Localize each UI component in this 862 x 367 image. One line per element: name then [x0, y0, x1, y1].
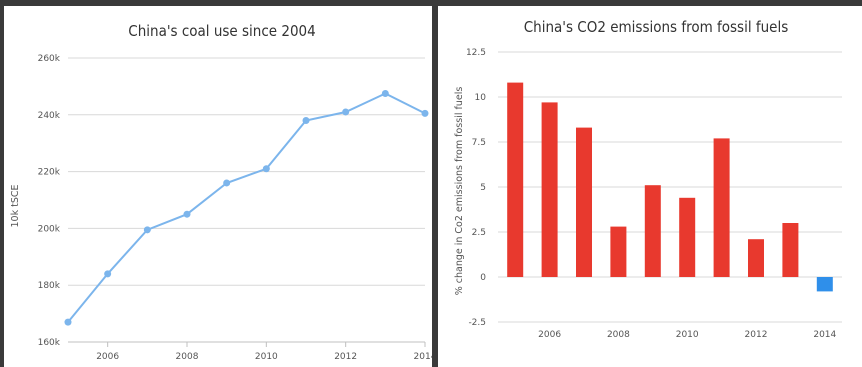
- x-tick-label: 2006: [538, 330, 561, 340]
- co2-emissions-chart: China's CO2 emissions from fossil fuels …: [454, 18, 842, 340]
- x-tick-label: 2012: [334, 352, 357, 362]
- y-axis-label: % change in Co2 emissions from fossil fu…: [454, 87, 465, 296]
- data-point[interactable]: [143, 226, 151, 234]
- y-tick-label: 10: [475, 93, 487, 103]
- chart-title: China's CO2 emissions from fossil fuels: [524, 18, 789, 36]
- bar[interactable]: [816, 277, 833, 292]
- y-tick-label: 260k: [38, 54, 61, 64]
- data-point[interactable]: [262, 165, 270, 173]
- x-tick-label: 2006: [96, 352, 119, 362]
- bar[interactable]: [782, 223, 799, 277]
- bar[interactable]: [679, 197, 696, 277]
- co2-emissions-chart-panel: China's CO2 emissions from fossil fuels …: [438, 6, 862, 367]
- x-tick-label: 2008: [607, 330, 630, 340]
- data-point[interactable]: [64, 318, 72, 326]
- bar[interactable]: [713, 138, 730, 277]
- data-point[interactable]: [223, 179, 231, 187]
- y-tick-label: 200k: [38, 224, 61, 234]
- y-tick-label: 160k: [38, 338, 61, 348]
- data-point[interactable]: [342, 108, 350, 116]
- y-tick-label: 180k: [38, 281, 61, 291]
- y-tick-label: 220k: [38, 168, 61, 178]
- x-tick-label: 2014: [414, 352, 432, 362]
- y-tick-label: 0: [480, 273, 486, 283]
- x-tick-label: 2010: [676, 330, 699, 340]
- coal-use-chart-panel: China's coal use since 2004 10k tSCE 160…: [4, 6, 432, 367]
- bar[interactable]: [507, 82, 524, 277]
- bar[interactable]: [576, 127, 592, 277]
- y-tick-label: 5: [480, 183, 486, 193]
- data-point[interactable]: [302, 116, 310, 124]
- y-tick-label: -2.5: [468, 318, 486, 328]
- x-tick-label: 2010: [255, 352, 278, 362]
- y-axis-label: 10k tSCE: [10, 184, 21, 227]
- bar[interactable]: [610, 226, 627, 277]
- data-point[interactable]: [421, 109, 429, 117]
- y-tick-label: 12.5: [466, 48, 486, 58]
- y-tick-label: 2.5: [472, 228, 486, 238]
- chart-title: China's coal use since 2004: [128, 22, 315, 40]
- x-tick-label: 2014: [813, 330, 836, 340]
- bar[interactable]: [541, 102, 558, 278]
- series-line: [67, 92, 426, 323]
- x-tick-label: 2012: [745, 330, 768, 340]
- coal-use-chart: China's coal use since 2004 10k tSCE 160…: [10, 22, 432, 362]
- data-point[interactable]: [104, 270, 112, 278]
- data-point[interactable]: [183, 210, 191, 218]
- x-tick-label: 2008: [176, 352, 199, 362]
- data-point[interactable]: [381, 90, 389, 97]
- y-tick-label: 7.5: [472, 138, 486, 148]
- bar[interactable]: [748, 239, 764, 277]
- bar[interactable]: [644, 185, 661, 277]
- y-tick-label: 240k: [38, 111, 61, 121]
